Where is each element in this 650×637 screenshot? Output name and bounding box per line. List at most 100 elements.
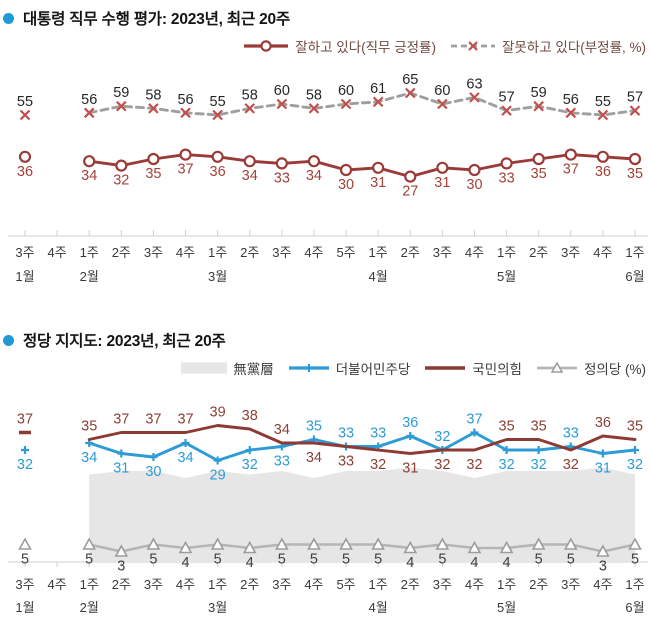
value-label: 60 [274, 83, 290, 99]
month-label: 2월 [80, 600, 99, 615]
week-label: 2주 [112, 577, 131, 592]
value-label: 32 [627, 457, 643, 473]
week-label: 3주 [15, 245, 34, 260]
series-line-2 [87, 424, 637, 455]
party-chart-title: 정당 지지도: 2023년, 최근 20주 [23, 333, 226, 350]
data-point-marker [371, 537, 386, 550]
data-point-marker [307, 537, 321, 550]
legend-item-democratic: 더불어민주당 [287, 358, 410, 378]
data-point-marker [468, 163, 481, 177]
approval-chart-svg: 3주 4주 1주 2주 3주 4주 1주 2주 3주 4주 5주 1주 2주 3주 4주 1주 2주 3주 4주 1주… [8, 72, 648, 284]
value-label: 29 [210, 468, 226, 484]
week-label: 3주 [561, 245, 580, 260]
value-label: 31 [595, 461, 611, 477]
data-point-marker [372, 161, 385, 174]
data-point-marker [500, 157, 513, 170]
value-label: 65 [402, 72, 418, 88]
week-label: 3주 [561, 577, 580, 592]
value-label: 55 [17, 94, 33, 110]
positive-line-legend-icon [244, 40, 289, 52]
value-label: 33 [338, 454, 354, 470]
value-label: 57 [499, 90, 515, 106]
value-label: 58 [145, 87, 161, 103]
data-point-marker [469, 92, 480, 103]
data-point-marker [628, 152, 642, 166]
data-point-marker [436, 161, 449, 174]
value-label: 35 [531, 166, 547, 182]
data-point-marker [276, 98, 288, 110]
data-point-marker [18, 537, 32, 550]
value-label: 37 [145, 412, 161, 428]
data-point-marker [598, 449, 607, 458]
justice-line-legend-icon [536, 361, 577, 373]
week-label: 1주 [625, 577, 644, 592]
value-label: 4 [181, 555, 189, 571]
week-label: 2주 [240, 245, 259, 260]
value-label: 4 [503, 555, 511, 571]
value-label: 32 [434, 429, 450, 445]
value-label: 34 [81, 168, 97, 184]
negative-line-legend-icon [450, 41, 495, 51]
value-label: 34 [306, 450, 322, 466]
approval-chart-legend: 잘하고 있다(직무 긍정률) 잘못하고 있다(부정률, %) [242, 36, 646, 56]
value-label: 37 [466, 412, 482, 428]
week-label: 1주 [497, 577, 516, 592]
value-label: 32 [563, 457, 579, 473]
data-point-marker [406, 432, 415, 440]
value-label: 56 [177, 92, 193, 108]
value-label: 37 [113, 412, 129, 428]
data-point-marker [117, 449, 126, 458]
week-label: 1주 [497, 245, 516, 260]
data-point-marker [274, 537, 289, 550]
data-point-marker [564, 148, 577, 161]
week-label: 1주 [208, 577, 227, 592]
value-label: 36 [595, 415, 611, 431]
data-point-marker [565, 107, 577, 119]
approval-chart-title-row: 대통령 직무 수행 평가: 2023년, 최근 20주 [3, 7, 290, 29]
month-label: 2월 [80, 269, 99, 284]
week-label: 4주 [304, 577, 323, 592]
value-label: 36 [17, 164, 33, 180]
value-label: 56 [563, 92, 579, 108]
value-label: 31 [370, 175, 386, 191]
value-label: 31 [113, 461, 129, 477]
week-label: 4주 [465, 245, 484, 260]
month-label: 5월 [497, 269, 516, 284]
week-label: 4주 [593, 245, 612, 260]
legend-item-ppp: 국민의힘 [423, 358, 522, 378]
value-label: 35 [499, 419, 515, 435]
data-point-marker [404, 170, 417, 183]
week-label: 1주 [369, 245, 388, 260]
value-label: 5 [149, 552, 157, 568]
democratic-line-legend-icon [288, 364, 329, 372]
data-point-marker [83, 155, 96, 168]
value-label: 57 [627, 90, 643, 106]
value-label: 5 [374, 552, 382, 568]
legend-label-independents: 無黨層 [233, 362, 274, 377]
value-label: 60 [434, 83, 450, 99]
data-point-marker [19, 109, 31, 121]
value-label: 32 [370, 457, 386, 473]
month-label: 6월 [625, 600, 644, 615]
value-label: 34 [81, 450, 97, 466]
value-label: 63 [466, 76, 482, 92]
data-point-marker [114, 544, 129, 557]
data-point-marker [628, 537, 642, 550]
value-label: 32 [242, 457, 258, 473]
value-label: 35 [531, 419, 547, 435]
data-point-marker [82, 537, 97, 550]
data-point-marker [531, 537, 546, 550]
week-label: 3주 [272, 577, 291, 592]
value-label: 33 [274, 170, 290, 186]
data-point-marker [178, 540, 193, 554]
data-point-marker [339, 537, 353, 550]
party-chart-legend: 無黨層 더불어민주당 국민의힘 정의당 (%) [180, 358, 646, 378]
data-point-marker [501, 105, 512, 116]
value-label: 3 [599, 559, 607, 575]
value-label: 36 [595, 164, 611, 180]
week-label: 2주 [401, 245, 420, 260]
value-label: 5 [85, 552, 93, 568]
data-point-marker [116, 100, 127, 112]
value-label: 32 [17, 457, 33, 473]
